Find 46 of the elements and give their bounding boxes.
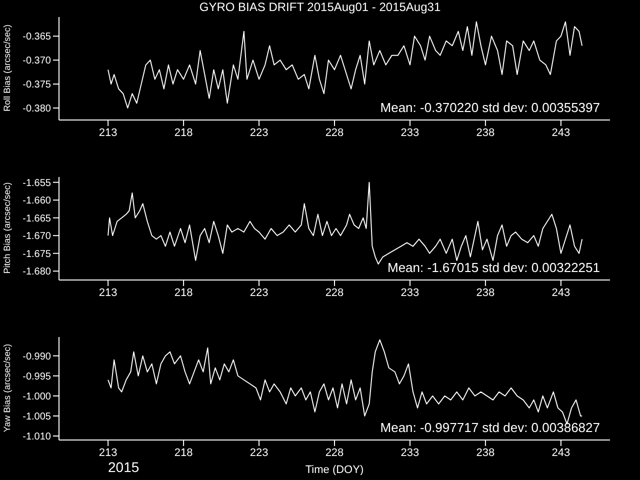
x-tick-label: 228 <box>325 126 344 139</box>
line-series <box>108 339 583 424</box>
x-tick-label: 228 <box>325 446 344 459</box>
x-tick-label: 233 <box>400 446 420 459</box>
chart-title: GYRO BIAS DRIFT 2015Aug01 - 2015Aug31 <box>198 0 442 15</box>
x-tick-label: 218 <box>174 126 193 139</box>
y-tick-label: -1.680 <box>22 266 52 278</box>
y-tick-label: -0.365 <box>22 32 52 43</box>
y-tick-label: -1.670 <box>22 231 52 242</box>
y-tick-label: -1.005 <box>22 412 52 423</box>
y-tick-label: -1.000 <box>22 391 52 402</box>
y-tick-label: -0.375 <box>22 80 52 91</box>
x-tick-label: 213 <box>98 126 118 139</box>
y-tick-label: -1.660 <box>22 196 52 207</box>
x-axis-title: Time (DOY) <box>305 464 364 476</box>
x-tick-label: 213 <box>98 286 118 299</box>
x-tick-label: 218 <box>174 286 193 299</box>
y-tick-label: -1.655 <box>22 178 52 189</box>
y-tick-label: -1.010 <box>22 432 52 443</box>
y-tick-label: -1.665 <box>22 213 52 224</box>
x-tick-label: 243 <box>552 446 570 459</box>
x-tick-label: 243 <box>552 126 570 139</box>
x-tick-label: 243 <box>552 286 570 299</box>
x-tick-label: 238 <box>476 126 495 139</box>
annotation: Mean: -1.67015 std dev: 0.00322251 <box>388 260 600 275</box>
y-tick-label: -0.370 <box>22 56 52 67</box>
y-axis-title: Yaw Bias (arcsec/sec) <box>1 342 13 434</box>
x-tick-label: 223 <box>250 126 268 139</box>
y-tick-label: -0.995 <box>22 371 52 382</box>
x-tick-label: 213 <box>98 446 118 459</box>
y-axis-title: Pitch Bias (arcsec/sec) <box>1 181 13 276</box>
annotation: Mean: -0.370220 std dev: 0.00355397 <box>380 100 600 115</box>
x-tick-label: 228 <box>325 286 344 299</box>
y-axis-title: Roll Bias (arcsec/sec) <box>1 23 13 114</box>
y-tick-label: -0.990 <box>22 351 52 362</box>
x-tick-label: 218 <box>174 446 193 459</box>
x-tick-label: 238 <box>476 446 495 459</box>
y-tick-label: -0.380 <box>22 104 52 115</box>
annotation: Mean: -0.997717 std dev: 0.00386827 <box>380 420 600 435</box>
x-tick-label: 233 <box>400 126 420 139</box>
x-tick-label: 223 <box>250 286 268 299</box>
x-tick-label: 233 <box>400 286 420 299</box>
x-tick-label: 223 <box>250 446 268 459</box>
y-tick-label: -1.675 <box>22 248 52 260</box>
x-tick-label: 238 <box>476 286 495 299</box>
text: 2015 <box>108 459 140 475</box>
